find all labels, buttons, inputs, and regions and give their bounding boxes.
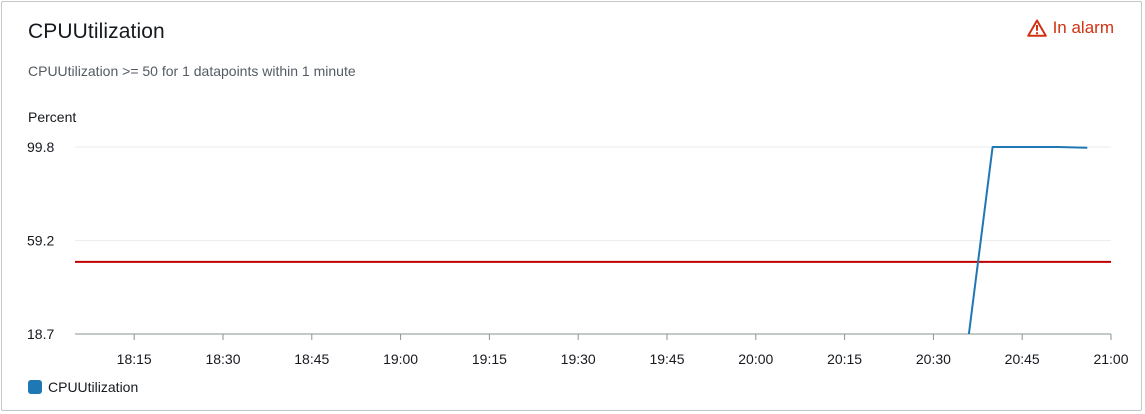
alarm-condition: CPUUtilization >= 50 for 1 datapoints wi… [28, 63, 356, 79]
x-tick-label: 19:00 [383, 351, 418, 367]
x-tick-label: 18:30 [205, 351, 240, 367]
x-tick-label: 18:45 [294, 351, 329, 367]
x-tick-label: 20:30 [916, 351, 951, 367]
y-axis-unit-label: Percent [28, 109, 77, 125]
x-tick-label: 19:15 [472, 351, 507, 367]
series-line-cpu-utilization [967, 146, 1088, 335]
warning-triangle-icon [1026, 19, 1047, 37]
y-tick-label: 99.8 [27, 139, 54, 155]
alarm-status: In alarm [1026, 18, 1114, 38]
y-tick-label: 59.2 [27, 233, 54, 249]
legend-swatch [28, 380, 42, 394]
x-tick-label: 18:15 [117, 351, 152, 367]
x-tick-label: 21:00 [1093, 351, 1128, 367]
x-tick-label: 19:30 [561, 351, 596, 367]
x-tick-label: 20:15 [827, 351, 862, 367]
x-tick-label: 20:45 [1005, 351, 1040, 367]
widget-title: CPUUtilization [28, 20, 165, 43]
chart-legend[interactable]: CPUUtilization [28, 379, 138, 395]
legend-label: CPUUtilization [48, 379, 139, 395]
y-tick-label: 18.7 [27, 326, 54, 342]
x-tick-label: 19:45 [649, 351, 684, 367]
x-tick-label: 20:00 [738, 351, 773, 367]
alarm-status-label: In alarm [1052, 18, 1114, 37]
